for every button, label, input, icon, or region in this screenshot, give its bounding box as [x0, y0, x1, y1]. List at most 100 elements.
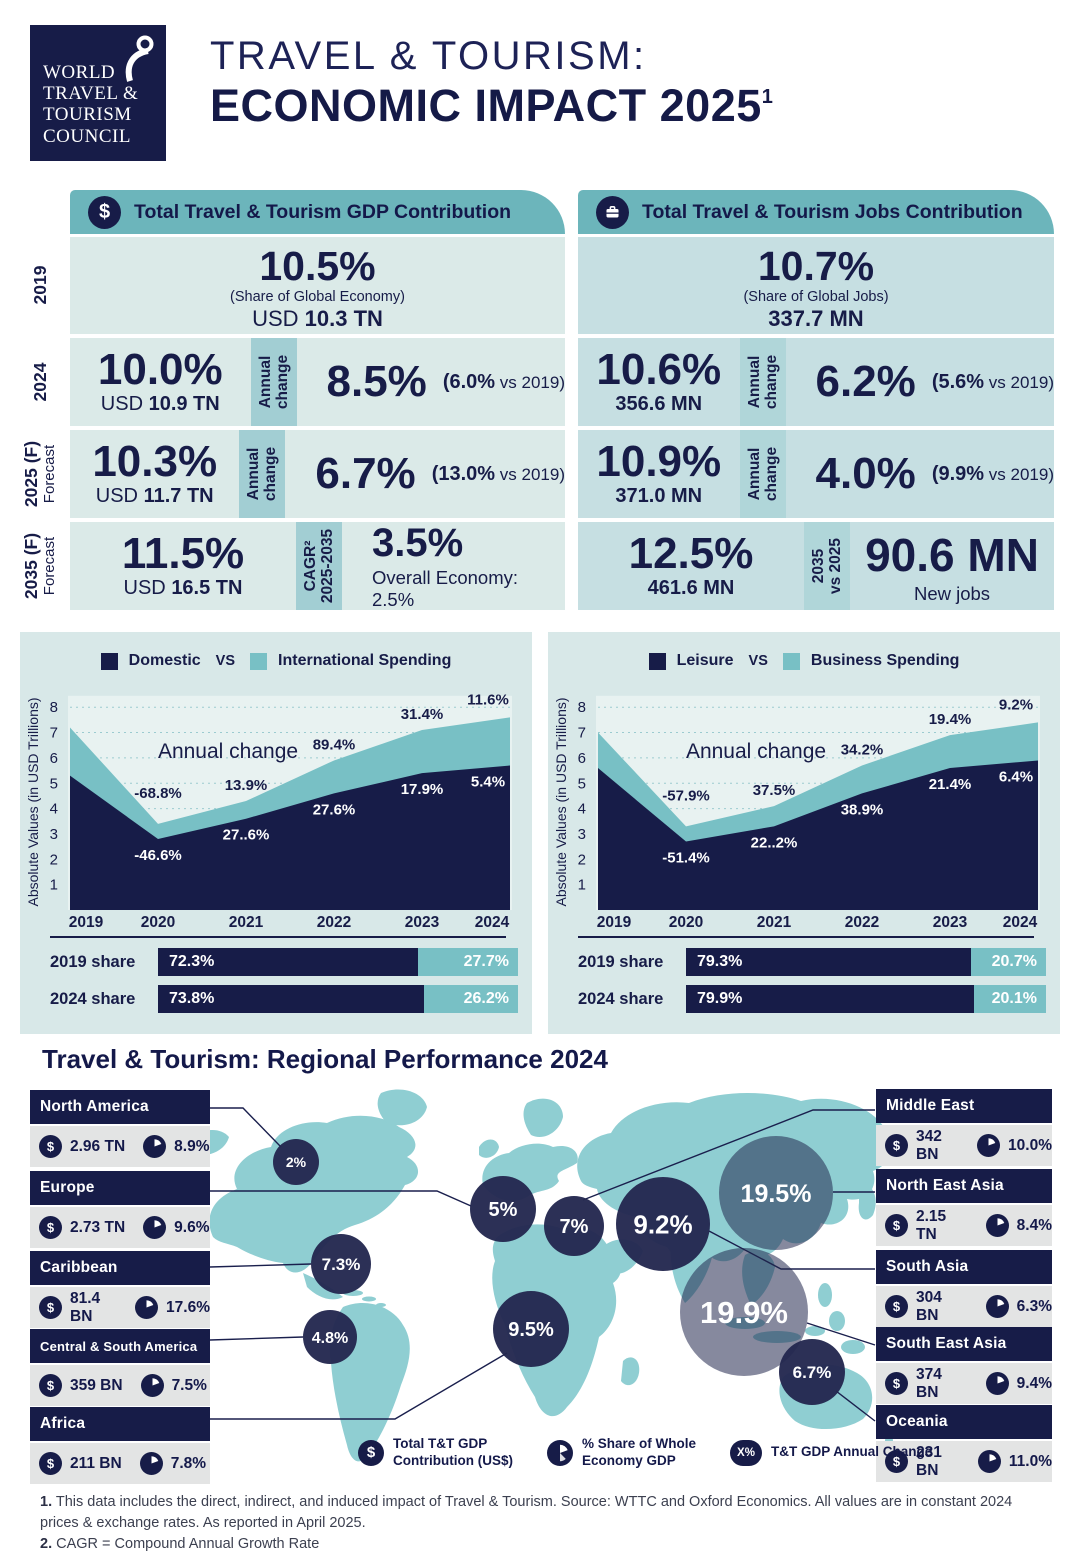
share-year-label: 2019 share: [50, 952, 136, 971]
svg-text:-46.6%: -46.6%: [134, 847, 182, 864]
svg-text:13.9%: 13.9%: [224, 777, 267, 794]
share-year-label: 2024 share: [578, 989, 664, 1008]
region-card-north-america: North America $2.96 TN 8.9%: [30, 1090, 210, 1167]
jobs-panel-title: Total Travel & Tourism Jobs Contribution: [642, 200, 1023, 223]
svg-text:2: 2: [577, 851, 585, 868]
dollar-circle-icon: $: [39, 1216, 62, 1239]
jobs-2019-value: 337.7 MN: [768, 306, 864, 331]
gdp-2024-change: 8.5%: [326, 357, 427, 406]
share-bar: 73.8% 26.2%: [158, 985, 518, 1013]
pie-chart-icon: [985, 1372, 1009, 1395]
svg-text:2019: 2019: [68, 914, 103, 931]
region-values: $304 BN 6.3%: [876, 1286, 1052, 1327]
svg-text:27..6%: 27..6%: [222, 827, 269, 844]
svg-text:3: 3: [577, 826, 585, 843]
share-bar-row: 2024 share 73.8% 26.2%: [50, 985, 518, 1013]
region-name: Europe: [30, 1171, 210, 1205]
legend-swatch-domestic: [100, 652, 118, 670]
region-card-africa: Africa $211 BN 7.8%: [30, 1407, 210, 1484]
footnote-2: 2. CAGR = Compound Annual Growth Rate: [40, 1536, 320, 1553]
share-bar: 79.9% 20.1%: [686, 985, 1046, 1013]
legend-swatch-international: [250, 652, 268, 670]
wttc-logo: WORLD TRAVEL & TOURISM COUNCIL: [30, 25, 166, 161]
svg-text:2%: 2%: [286, 1154, 307, 1170]
region-values: $231 BN 11.0%: [876, 1441, 1052, 1482]
svg-text:31.4%: 31.4%: [400, 706, 443, 723]
regional-performance-title: Travel & Tourism: Regional Performance 2…: [42, 1044, 608, 1074]
svg-text:Annual change: Annual change: [685, 740, 825, 763]
share-segment-secondary: 27.7%: [418, 948, 518, 976]
svg-text:22..2%: 22..2%: [750, 834, 797, 851]
svg-text:7: 7: [577, 725, 585, 742]
svg-text:6.7%: 6.7%: [793, 1363, 832, 1382]
year-label-2019: 2019: [29, 265, 50, 305]
gdp-2035-value: USD 16.5 TN: [123, 577, 243, 599]
pie-chart-icon: [985, 1295, 1009, 1318]
dollar-circle-icon: $: [39, 1296, 62, 1319]
jobs-2019-share: 10.7%: [757, 243, 875, 289]
dollar-circle-icon: $: [885, 1372, 908, 1395]
svg-text:7.3%: 7.3%: [322, 1255, 361, 1274]
svg-text:7: 7: [49, 725, 57, 742]
svg-text:7%: 7%: [560, 1216, 589, 1238]
jobs-2025-share: 10.9%: [596, 437, 722, 486]
region-gdp-value: 81.4 BN: [70, 1289, 101, 1325]
domestic-vs-international-chart-panel: Domestic VS International Spending 1 2 3 4 5…: [20, 632, 532, 1034]
region-name: Middle East: [876, 1089, 1052, 1123]
jobs-2024-change: 6.2%: [815, 357, 916, 406]
svg-text:2022: 2022: [844, 914, 878, 931]
legend-swatch-leisure: [648, 652, 666, 670]
footnote-1: 1. This data includes the direct, indire…: [40, 1494, 1013, 1532]
gdp-change-bubble-central-south-america: 4.8%: [303, 1310, 357, 1364]
svg-text:27.6%: 27.6%: [312, 801, 355, 818]
legend-vs-label: VS: [748, 653, 768, 669]
dollar-circle-icon: $: [39, 1374, 62, 1397]
region-name: South Asia: [876, 1250, 1052, 1284]
jobs-2024-vs-2019: (5.6% vs 2019): [931, 370, 1054, 393]
gdp-change-bubble-africa: 9.5%: [493, 1291, 569, 1367]
gdp-2024-value: USD 10.9 TN: [100, 393, 220, 415]
svg-text:2023: 2023: [404, 914, 439, 931]
svg-text:11.6%: 11.6%: [467, 691, 509, 708]
region-name: North America: [30, 1090, 210, 1124]
region-share-value: 6.3%: [1016, 1297, 1052, 1315]
gdp-2024-vs-2019: (6.0% vs 2019): [442, 370, 565, 393]
jobs-row-2019: 10.7% (Share of Global Jobs) 337.7 MN: [578, 237, 1054, 334]
region-share-value: 8.9%: [174, 1137, 210, 1155]
svg-text:2021: 2021: [228, 914, 263, 931]
region-values: $2.73 TN 9.6%: [30, 1207, 210, 1248]
gdp-row-2019: 10.5% (Share of Global Economy) USD 10.3…: [70, 237, 565, 334]
region-values: $2.15 TN 8.4%: [876, 1205, 1052, 1246]
region-share-value: 9.6%: [174, 1218, 210, 1236]
wttc-logo-mark-icon: [125, 35, 154, 82]
svg-text:34.2%: 34.2%: [840, 742, 883, 759]
svg-text:8: 8: [49, 699, 57, 716]
svg-text:19.4%: 19.4%: [928, 711, 971, 728]
jobs-2035-share: 12.5%: [628, 529, 754, 578]
legend-swatch-business: [782, 652, 800, 670]
svg-text:-68.8%: -68.8%: [134, 785, 182, 802]
jobs-row-2025: 10.9% 371.0 MN Annual change 4.0% (9.9% v…: [578, 430, 1054, 518]
region-share-value: 8.4%: [1016, 1216, 1052, 1234]
svg-text:4: 4: [49, 801, 57, 818]
svg-text:2021: 2021: [756, 914, 791, 931]
dollar-circle-icon: $: [885, 1450, 908, 1473]
dollar-circle-icon: $: [39, 1135, 62, 1158]
leisure-business-area-chart: 1 2 3 4 5 6 7 8 2019 2020 2021 2022 2023 2024 Absolute…: [553, 695, 1040, 931]
gdp-row-2035: 11.5% USD 16.5 TN CAGR² 2025-2035 3.5% Ov…: [70, 521, 565, 610]
region-values: $211 BN 7.8%: [30, 1443, 210, 1484]
region-gdp-value: 2.96 TN: [70, 1137, 126, 1155]
jobs-contribution-panel: Total Travel & Tourism Jobs Contribution…: [578, 190, 1054, 610]
briefcase-icon: [596, 195, 629, 229]
leisure-vs-business-chart-panel: Leisure VS Business Spending 1 2 3 4 5 6 7 8 201…: [548, 632, 1060, 1034]
jobs-2025-vs-2019: (9.9% vs 2019): [931, 462, 1054, 485]
jobs-2035-band: 2035 vs 2025: [804, 522, 850, 610]
gdp-row-2025: 10.3% USD 11.7 TN Annual change 6.7% (13.…: [70, 430, 565, 518]
gdp-contribution-panel: $ Total Travel & Tourism GDP Contributio…: [70, 190, 565, 610]
gdp-2024-band: Annual change: [250, 338, 297, 426]
region-values: $81.4 BN 17.6%: [30, 1287, 210, 1328]
legend-total-gdp: $ Total T&T GDP Contribution (US$): [358, 1436, 513, 1470]
region-gdp-value: 2.73 TN: [70, 1218, 126, 1236]
region-gdp-value: 359 BN: [70, 1376, 123, 1394]
region-card-oceania: Oceania $231 BN 11.0%: [876, 1405, 1052, 1482]
